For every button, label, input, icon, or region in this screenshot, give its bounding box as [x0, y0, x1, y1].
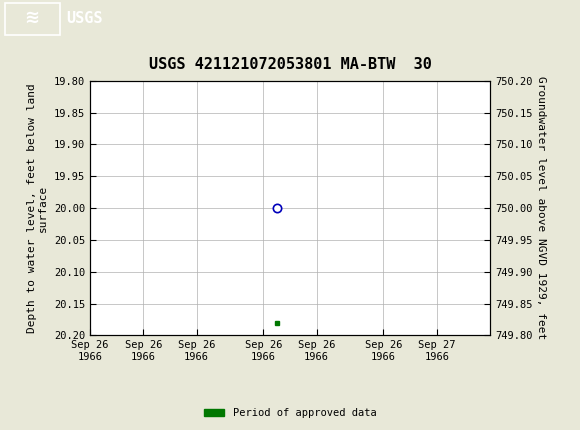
Y-axis label: Depth to water level, feet below land
surface: Depth to water level, feet below land su…: [27, 83, 48, 333]
Legend: Period of approved data: Period of approved data: [200, 404, 380, 423]
Y-axis label: Groundwater level above NGVD 1929, feet: Groundwater level above NGVD 1929, feet: [536, 77, 546, 340]
Text: ≋: ≋: [24, 9, 39, 27]
Text: USGS 421121072053801 MA-BTW  30: USGS 421121072053801 MA-BTW 30: [148, 57, 432, 72]
Text: USGS: USGS: [67, 11, 103, 26]
